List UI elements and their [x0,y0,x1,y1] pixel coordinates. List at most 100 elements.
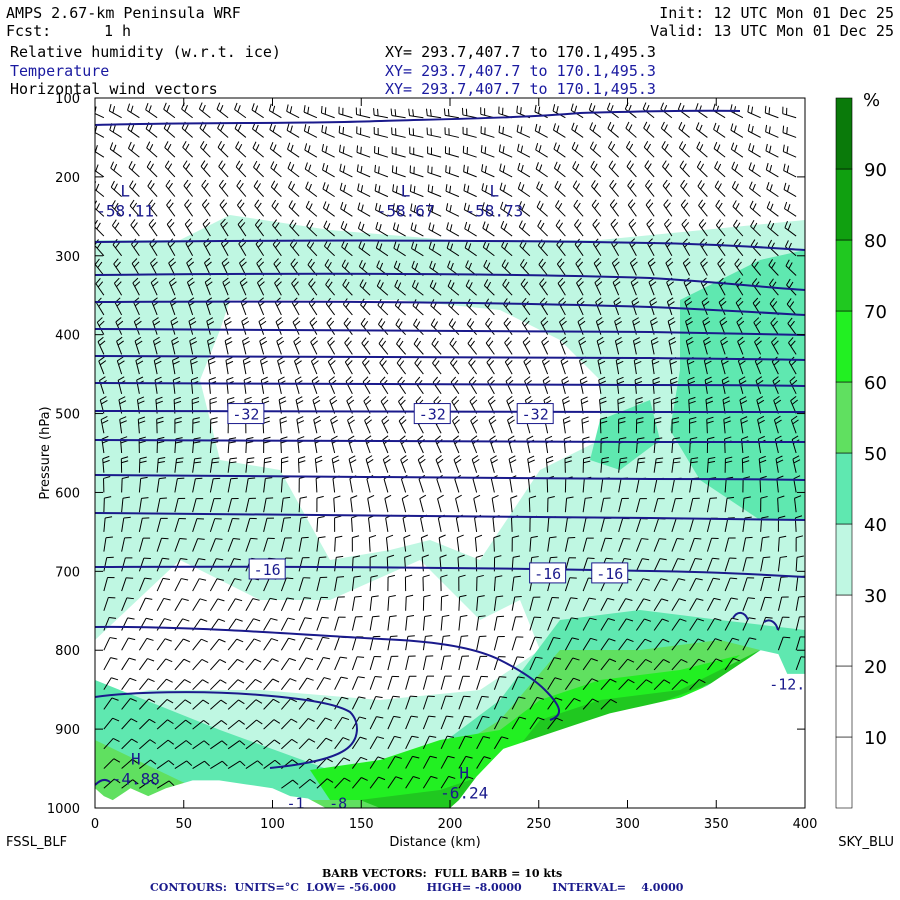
wind-barb [698,218,708,237]
y-tick-label: 900 [55,723,80,738]
wind-barb [450,357,460,375]
colorbar-swatch [835,97,853,170]
wind-barb [339,182,353,198]
wind-barb [204,277,213,296]
wind-barb [351,676,365,690]
wind-barb [326,317,336,335]
wind-barb [316,677,331,690]
wind-barb [103,657,118,671]
wind-barb [493,535,501,552]
wind-barb [618,416,626,434]
wind-barb [715,219,726,237]
wind-barb [218,160,229,178]
wind-barb [281,738,298,750]
wind-barb [562,416,571,434]
wind-barb [653,578,668,592]
wind-barb [361,337,371,355]
wind-barb [405,755,420,769]
wind-barb [564,536,576,552]
wind-barb [298,718,315,730]
wind-barb [280,657,296,671]
colorbar-tick-label: 60 [864,373,887,394]
wind-barb [422,574,430,592]
wind-barb [351,535,360,552]
wind-barb [192,638,208,651]
wind-barb [467,337,478,355]
wind-barb [156,678,173,690]
wind-barb [298,557,310,572]
wind-barb [121,557,133,572]
wind-barb [171,356,180,375]
colorbar-tick-label: 70 [864,302,887,323]
wind-barb [375,241,389,257]
wind-barb [775,455,784,473]
wind-barb [263,477,273,493]
wind-barb [493,736,509,750]
wind-barb [600,457,609,473]
wind-barb [783,182,797,198]
wind-barb [507,415,515,434]
wind-barb [582,658,598,671]
wind-barb [476,756,491,769]
wind-barb [209,558,224,572]
wind-barb [440,695,453,710]
wind-barb [618,457,628,473]
wind-barb [309,317,318,335]
wind-barb [121,657,136,671]
wind-barb [794,495,802,513]
wind-barb [476,655,488,671]
wind-barb [316,576,328,592]
wind-barb [787,317,797,335]
wind-barb [170,317,179,335]
wind-barb [645,179,655,197]
wind-barb [103,577,115,592]
wind-barb [351,616,363,631]
wind-barb [598,376,606,394]
wind-barb [369,676,382,690]
wind-barb [511,696,526,710]
wind-barb [182,140,193,158]
wind-barb [481,202,495,217]
wind-barb [298,738,316,750]
wind-barb [305,200,318,217]
wind-barb [156,719,174,730]
wind-barb [103,697,119,710]
wind-barb [396,357,407,375]
wind-barb [610,218,620,237]
wind-barb [245,618,261,631]
wind-barb [245,638,261,651]
wind-barb [235,160,247,178]
wind-barb [518,201,531,217]
wind-barb [340,221,353,237]
low-value: -58.11 [96,202,154,221]
wind-barb [536,181,548,198]
wind-barb [557,277,566,296]
wind-barb [458,615,468,631]
wind-barb [280,617,295,631]
wind-barb [207,337,215,355]
wind-barb [600,678,617,690]
wind-barb [310,336,319,355]
wind-barb [280,678,297,690]
wind-barb [174,537,187,552]
terrain-mask [95,650,805,808]
wind-barb [239,277,248,296]
wind-barb [192,598,207,612]
wind-barb [458,735,473,750]
wind-barb [662,160,673,178]
wind-barb [292,317,301,335]
wind-barb [440,715,454,730]
wind-barb [156,457,166,473]
wind-barb [298,536,309,552]
wind-barb [373,127,388,138]
wind-barb [222,277,231,296]
wind-barb [414,357,424,375]
wind-barb [500,201,513,217]
wind-barb [547,616,560,631]
wind-barb [646,218,655,237]
wind-barb [148,199,158,217]
wind-barb [171,337,180,355]
wind-barb [298,778,316,789]
wind-barb [210,659,227,671]
wind-barb [511,575,521,592]
